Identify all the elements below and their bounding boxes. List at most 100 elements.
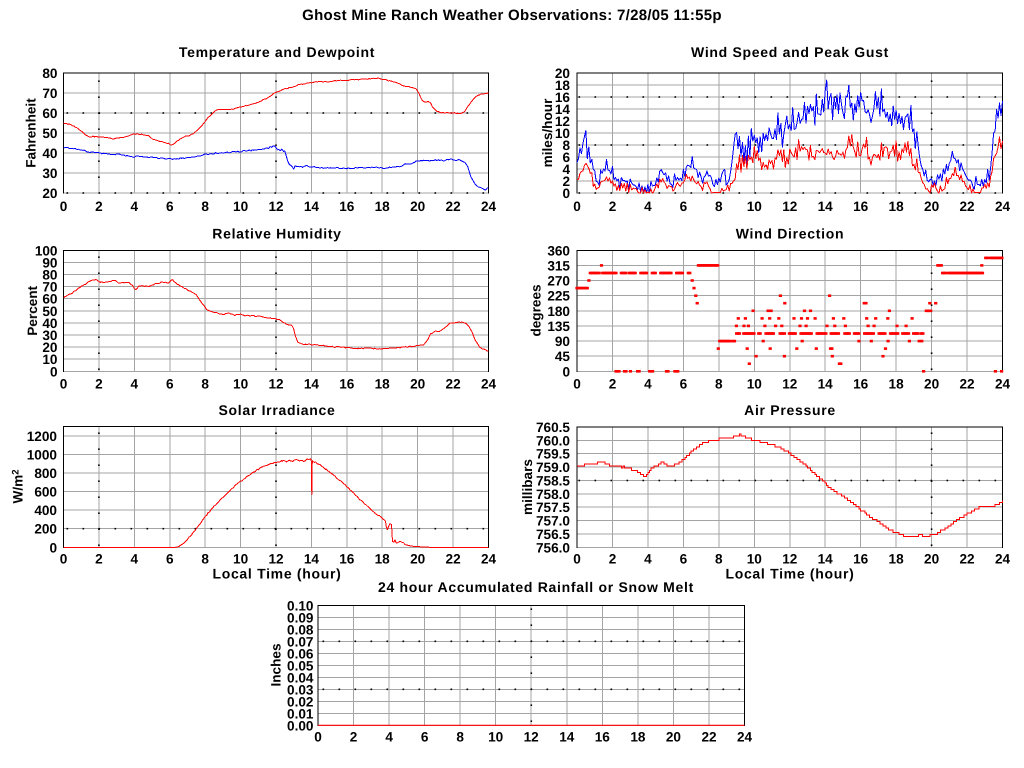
svg-text:60: 60 [42,106,57,121]
svg-text:24: 24 [481,199,497,214]
svg-text:90: 90 [555,334,570,349]
svg-text:16: 16 [339,199,355,214]
svg-text:22: 22 [446,552,462,567]
svg-text:758.0: 758.0 [536,487,570,502]
svg-text:0: 0 [562,186,570,201]
svg-text:24: 24 [995,199,1011,214]
svg-text:20: 20 [410,552,425,567]
svg-text:50: 50 [42,126,57,141]
svg-text:0.03: 0.03 [287,682,314,697]
svg-text:2: 2 [95,377,103,392]
svg-text:18: 18 [555,78,571,93]
svg-text:20: 20 [410,377,425,392]
svg-text:14: 14 [555,102,571,117]
svg-text:14: 14 [559,730,575,745]
svg-text:Fahrenheit: Fahrenheit [24,98,39,168]
svg-text:8: 8 [456,730,464,745]
svg-text:40: 40 [42,146,57,161]
svg-text:16: 16 [853,377,869,392]
svg-text:16: 16 [339,552,355,567]
svg-text:4: 4 [644,552,652,567]
svg-text:0.04: 0.04 [287,670,314,685]
svg-text:30: 30 [42,328,57,343]
svg-text:20: 20 [555,66,570,81]
svg-text:Percent: Percent [25,285,40,335]
svg-text:2: 2 [350,730,358,745]
svg-text:4: 4 [385,730,393,745]
svg-text:360: 360 [547,243,570,258]
svg-text:22: 22 [959,377,975,392]
svg-text:1200: 1200 [27,429,57,444]
svg-text:60: 60 [42,292,57,307]
svg-text:0: 0 [60,199,68,214]
svg-text:Wind Direction: Wind Direction [736,226,844,242]
svg-text:90: 90 [42,255,57,270]
svg-text:16: 16 [339,377,355,392]
svg-text:0.06: 0.06 [287,646,314,661]
svg-text:20: 20 [924,552,939,567]
svg-text:759.0: 759.0 [536,460,570,475]
svg-text:0: 0 [562,364,570,379]
svg-text:18: 18 [375,377,391,392]
svg-text:22: 22 [701,730,717,745]
svg-text:14: 14 [818,377,834,392]
svg-text:24: 24 [995,552,1011,567]
svg-text:Air Pressure: Air Pressure [744,402,836,418]
svg-text:8: 8 [201,199,209,214]
svg-text:Local Time (hour): Local Time (hour) [212,566,341,582]
svg-text:6: 6 [166,552,174,567]
svg-text:270: 270 [547,274,570,289]
svg-text:4: 4 [562,162,570,177]
svg-text:759.5: 759.5 [536,447,570,462]
svg-text:20: 20 [410,199,425,214]
svg-text:14: 14 [304,552,320,567]
svg-text:758.5: 758.5 [536,474,570,489]
svg-text:miles/hour: miles/hour [540,98,555,167]
svg-text:10: 10 [747,377,762,392]
svg-text:Solar Irradiance: Solar Irradiance [218,402,335,418]
svg-text:22: 22 [959,199,975,214]
svg-text:12: 12 [268,377,284,392]
svg-text:Inches: Inches [269,643,284,686]
svg-text:8: 8 [715,552,723,567]
svg-text:12: 12 [268,552,284,567]
svg-text:756.0: 756.0 [536,540,570,555]
svg-text:2: 2 [609,199,617,214]
svg-text:20: 20 [666,730,681,745]
svg-text:10: 10 [747,199,762,214]
svg-text:0: 0 [49,540,57,555]
svg-text:10: 10 [747,552,762,567]
svg-text:400: 400 [34,503,57,518]
svg-text:8: 8 [201,552,209,567]
svg-text:14: 14 [304,377,320,392]
svg-text:10: 10 [233,552,248,567]
svg-text:757.0: 757.0 [536,514,570,529]
svg-text:24: 24 [995,377,1011,392]
svg-text:4: 4 [644,377,652,392]
svg-text:80: 80 [42,66,57,81]
svg-text:Wind Speed and Peak Gust: Wind Speed and Peak Gust [691,44,889,60]
svg-text:10: 10 [233,199,248,214]
svg-text:12: 12 [555,114,571,129]
svg-text:10: 10 [233,377,248,392]
svg-text:20: 20 [42,340,57,355]
svg-text:0.00: 0.00 [287,718,313,733]
svg-text:0.01: 0.01 [287,706,314,721]
svg-text:2: 2 [95,552,103,567]
svg-text:0: 0 [60,377,68,392]
svg-text:225: 225 [547,289,570,304]
svg-text:50: 50 [42,304,57,319]
svg-text:16: 16 [853,552,869,567]
svg-text:Ghost Mine Ranch Weather Obser: Ghost Mine Ranch Weather Observations: 7… [302,7,722,24]
svg-text:2: 2 [562,174,570,189]
svg-text:760.0: 760.0 [536,433,570,448]
svg-text:22: 22 [446,199,462,214]
svg-text:30: 30 [42,166,57,181]
svg-text:16: 16 [595,730,611,745]
svg-text:70: 70 [42,86,57,101]
svg-text:18: 18 [375,552,391,567]
svg-text:6: 6 [680,199,688,214]
svg-text:756.5: 756.5 [536,527,570,542]
svg-text:800: 800 [34,466,57,481]
svg-text:0: 0 [573,552,581,567]
